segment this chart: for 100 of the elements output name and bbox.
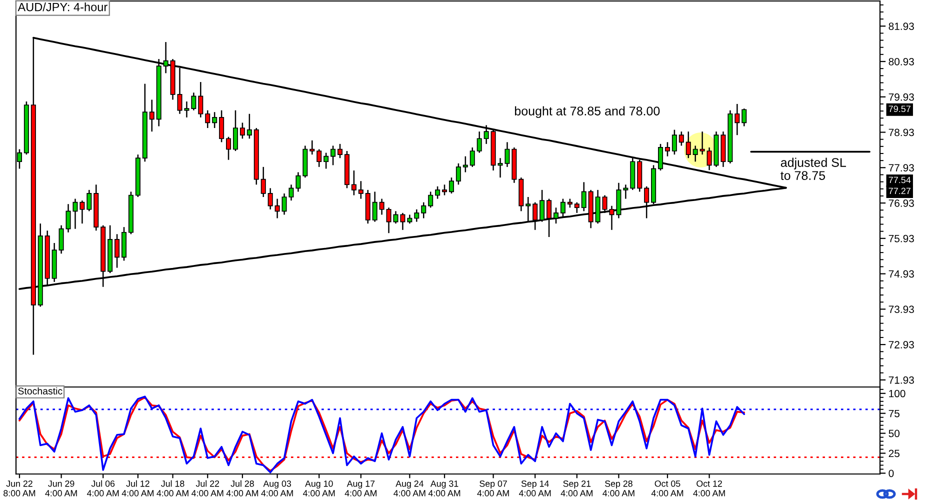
candlestick: [324, 152, 329, 170]
y-tick-label: 0: [888, 470, 894, 478]
candlestick: [219, 110, 224, 143]
x-tick-label: Aug 17 4:00 AM: [344, 480, 376, 496]
candlestick: [414, 208, 420, 222]
x-tick-label: Aug 03 4:00 AM: [261, 480, 293, 496]
x-tick-label: Jun 29 4:00 AM: [45, 480, 77, 496]
y-tick-label: 73.93: [888, 306, 914, 314]
y-tick-label: 72.93: [888, 341, 914, 348]
annotation: bought at 78.85 and 78.00: [514, 106, 660, 118]
x-tick-label: Oct 05 4:00 AM: [651, 480, 684, 496]
candlestick: [184, 100, 190, 118]
candlestick: [114, 234, 120, 268]
candlestick: [268, 188, 273, 210]
candlestick: [198, 81, 204, 118]
candlestick: [330, 145, 336, 166]
candlestick: [664, 142, 670, 157]
candlestick: [205, 110, 210, 129]
candlestick: [448, 176, 454, 194]
candlestick: [560, 198, 566, 218]
x-tick-label: Sep 07 4:00 AM: [477, 480, 509, 496]
candlestick: [372, 191, 378, 222]
x-tick-label: Jul 28 4:00 AM: [226, 480, 258, 496]
candlestick: [163, 41, 168, 74]
candlestick: [232, 110, 238, 152]
candlestick: [149, 99, 154, 132]
text: 77.27: [888, 188, 910, 194]
candlestick: [212, 111, 218, 129]
candlestick: [462, 156, 468, 173]
y-tick-label: 75: [888, 410, 900, 418]
candlestick: [274, 198, 280, 219]
candlestick: [686, 130, 691, 159]
x-tick-label: Oct 12 4:00 AM: [693, 480, 725, 496]
candlestick: [58, 224, 64, 254]
candlestick: [540, 189, 545, 222]
candlestick: [658, 143, 664, 172]
candlestick: [316, 148, 322, 168]
candlestick: [191, 92, 196, 111]
y-tick-label: 74.93: [888, 270, 914, 278]
x-tick-label: Jul 22 4:00 AM: [192, 480, 224, 496]
y-tick-label: 100: [889, 390, 906, 398]
candlestick: [484, 124, 489, 145]
candlestick: [421, 202, 426, 219]
candlestick: [470, 146, 475, 168]
candlestick: [678, 130, 684, 146]
candlestick: [80, 200, 85, 224]
candlestick: [734, 103, 740, 136]
annotation: adjusted SL to 78.75: [780, 158, 846, 180]
candlestick: [442, 184, 448, 196]
candlestick: [574, 202, 580, 214]
x-tick-label: Aug 10 4:00 AM: [302, 480, 335, 496]
y-tick-label: 79.93: [888, 93, 914, 101]
x-tick-label: Jul 18 4:00 AM: [156, 480, 188, 496]
x-tick-label: Aug 31 4:00 AM: [428, 480, 460, 496]
candlestick: [86, 189, 92, 212]
chart-title: AUD/JPY: 4-hour: [18, 2, 108, 12]
x-tick-label: Sep 21 4:00 AM: [560, 480, 592, 496]
candlestick: [226, 136, 232, 160]
candlestick: [526, 196, 531, 222]
x-tick-label: Jun 22 8:00 AM: [4, 480, 36, 496]
text: 77.54: [888, 176, 911, 184]
candlestick: [581, 182, 586, 212]
candlestick: [692, 145, 698, 162]
candlestick: [476, 130, 482, 154]
y-tick-label: 50: [888, 430, 900, 438]
candlestick: [428, 191, 434, 208]
candlestick: [379, 198, 384, 216]
candlestick: [337, 143, 343, 159]
candlestick: [240, 122, 245, 140]
x-tick-label: Sep 14 4:00 AM: [518, 480, 551, 496]
x-tick-label: Jul 06 4:00 AM: [86, 480, 119, 496]
candlestick: [623, 184, 628, 200]
y-tick-label: 81.93: [888, 22, 914, 30]
y-tick-label: 25: [888, 450, 900, 458]
y-tick-label: 77.93: [888, 164, 914, 172]
candlestick: [351, 170, 356, 196]
candlestick: [546, 198, 552, 238]
candlestick: [706, 146, 712, 171]
x-tick-label: Jul 12 4:00 AM: [122, 480, 154, 496]
candlestick: [400, 212, 406, 231]
x-tick-label: Aug 24 4:00 AM: [394, 480, 426, 496]
candlestick: [260, 166, 266, 198]
text: 79.57: [888, 106, 910, 112]
y-tick-label: 71.93: [888, 376, 914, 384]
candlestick: [700, 130, 705, 156]
y-tick-label: 76.93: [888, 200, 914, 207]
candlestick: [246, 113, 252, 140]
candlestick: [553, 206, 559, 224]
candlestick: [435, 186, 440, 200]
candlestick: [310, 140, 315, 156]
y-tick-label: 75.93: [888, 234, 914, 242]
candlestick: [742, 108, 747, 127]
candlestick: [358, 180, 364, 200]
y-tick-label: 80.93: [888, 58, 914, 66]
candlestick: [532, 202, 538, 231]
x-tick-label: Sep 28 4:00 AM: [602, 480, 634, 496]
candlestick: [456, 162, 461, 186]
candlestick: [672, 129, 677, 156]
candlestick: [296, 172, 301, 192]
y-tick-label: 78.93: [888, 128, 914, 136]
